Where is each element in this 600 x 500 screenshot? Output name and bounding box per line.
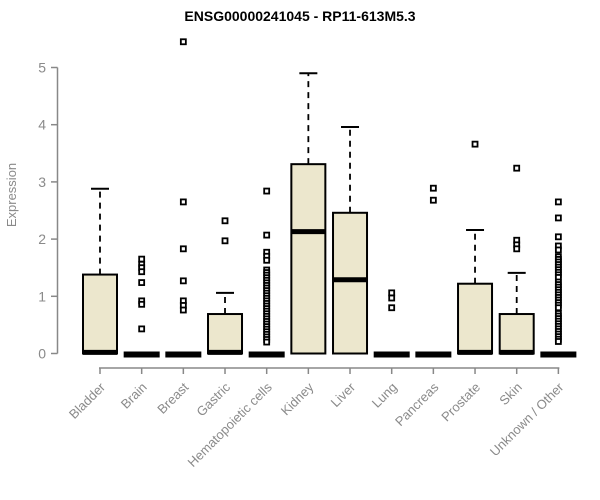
- outlier-point: [513, 245, 521, 253]
- x-tick-label: Prostate: [438, 380, 483, 425]
- boxplot-series: [82, 38, 577, 358]
- median-line: [373, 351, 410, 358]
- boxplot-group: [373, 289, 410, 358]
- outlier-point: [429, 196, 437, 204]
- boxplot-group: [82, 187, 118, 355]
- boxplot-group: [540, 198, 577, 358]
- outlier-point: [471, 140, 479, 148]
- median-line: [123, 351, 160, 358]
- outlier-point: [554, 198, 562, 206]
- outlier-point: [263, 231, 271, 239]
- y-tick-label: 4: [38, 117, 46, 133]
- boxplot-group: [457, 140, 494, 355]
- x-tick-label: Gastric: [193, 379, 233, 419]
- y-tick-label: 5: [38, 60, 46, 76]
- boxplot-group: [248, 187, 285, 358]
- outlier-point: [179, 245, 187, 253]
- outlier-point: [263, 187, 271, 195]
- outlier-point: [554, 233, 562, 241]
- boxplot-group: [207, 217, 244, 355]
- outlier-point: [263, 256, 271, 264]
- outlier-point: [179, 38, 187, 46]
- boxplot-group: [290, 72, 327, 355]
- x-tick-label: Unknown / Other: [487, 379, 567, 459]
- outlier-point: [388, 304, 396, 312]
- boxplot-group: [332, 125, 369, 355]
- outlier-point: [138, 279, 146, 286]
- iqr-box: [290, 163, 327, 355]
- iqr-box: [82, 273, 118, 355]
- median-line: [415, 351, 452, 358]
- y-tick-label: 2: [38, 231, 46, 247]
- x-tick-label: Liver: [328, 379, 359, 410]
- outlier-point: [221, 237, 229, 245]
- boxplot-group: [123, 255, 160, 358]
- x-tick-label: Lung: [369, 380, 400, 411]
- median-line: [248, 351, 285, 358]
- outlier-point: [263, 338, 271, 346]
- outlier-point: [554, 304, 562, 312]
- outlier-point: [554, 214, 562, 222]
- x-tick-label: Breast: [154, 379, 191, 416]
- y-axis: 0 1 2 3 4 5: [38, 60, 59, 362]
- iqr-box: [457, 282, 494, 355]
- y-tick-label: 3: [38, 174, 46, 190]
- outlier-point: [554, 338, 562, 345]
- y-tick-label: 0: [38, 346, 46, 362]
- boxplot-group: [165, 38, 202, 358]
- outlier-point: [138, 268, 146, 276]
- outlier-point: [138, 325, 146, 333]
- iqr-box: [498, 313, 535, 355]
- y-axis-label: Expression: [4, 163, 19, 227]
- iqr-box: [332, 211, 369, 355]
- chart-title: ENSG00000241045 - RP11-613M5.3: [184, 8, 415, 24]
- x-tick-label: Bladder: [66, 379, 109, 422]
- x-tick-label: Kidney: [278, 379, 317, 418]
- iqr-box: [207, 313, 244, 355]
- outlier-point: [388, 294, 396, 302]
- outlier-point: [513, 164, 521, 172]
- outlier-point: [179, 277, 187, 285]
- outlier-point: [179, 306, 187, 314]
- x-tick-label: Pancreas: [392, 379, 442, 429]
- boxplot-group: [498, 164, 535, 355]
- outlier-point: [554, 246, 562, 254]
- x-tick-label: Skin: [496, 380, 524, 408]
- x-tick-label: Brain: [118, 380, 150, 412]
- outlier-point: [138, 300, 146, 308]
- outlier-point: [221, 217, 229, 225]
- boxplot-group: [415, 184, 452, 358]
- median-line: [540, 351, 577, 358]
- outlier-point: [429, 184, 437, 192]
- median-line: [165, 351, 202, 358]
- outlier-point: [179, 198, 187, 206]
- y-tick-label: 1: [38, 288, 46, 304]
